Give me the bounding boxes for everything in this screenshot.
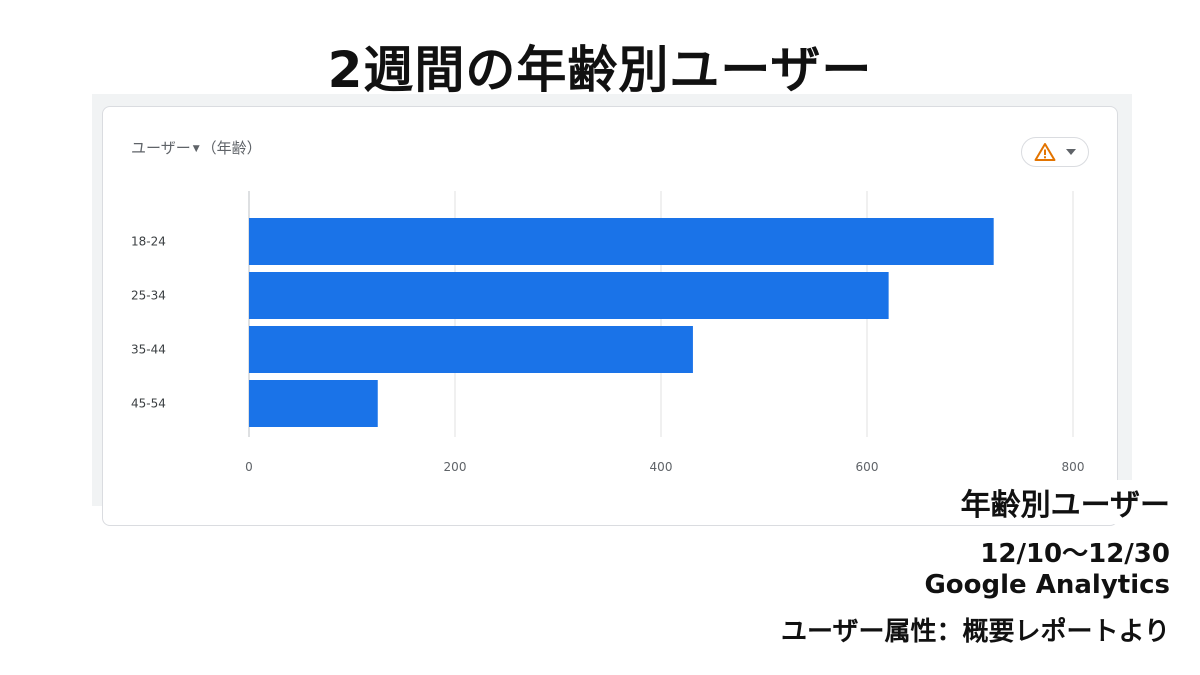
x-tick-label: 800 (1062, 460, 1085, 474)
caption-title: 年齢別ユーザー (954, 480, 1170, 524)
bar (249, 326, 693, 373)
chart-card: ユーザー ▼ （年齢） 0 200 400 600 800 18-24 25-34 35-44 45… (102, 106, 1118, 526)
caption-report: ユーザー属性：概要レポートより (775, 611, 1170, 648)
warning-triangle-icon (1034, 142, 1056, 162)
warning-dropdown-button[interactable] (1021, 137, 1089, 167)
x-tick-label: 200 (444, 460, 467, 474)
category-label: 45-54 (131, 397, 166, 411)
caption-source: Google Analytics (918, 570, 1170, 600)
x-tick-label: 600 (856, 460, 879, 474)
bar (249, 380, 378, 427)
x-tick-label: 0 (245, 460, 253, 474)
metric-selector[interactable]: ユーザー ▼ （年齢） (131, 137, 262, 158)
metric-dropdown-icon: ▼ (192, 143, 200, 154)
caret-down-icon (1066, 149, 1076, 155)
category-label: 18-24 (131, 235, 166, 249)
caption-date-range: 12/10〜12/30 (974, 533, 1170, 570)
dimension-label: （年齢） (201, 139, 262, 157)
bar (249, 272, 889, 319)
metric-label: ユーザー (131, 139, 191, 157)
x-tick-label: 400 (650, 460, 673, 474)
bar (249, 218, 994, 265)
category-label: 35-44 (131, 343, 166, 357)
page-title: 2週間の年齢別ユーザー (327, 41, 873, 99)
bar-chart: 0 200 400 600 800 18-24 25-34 35-44 45-54 (131, 191, 1085, 474)
category-label: 25-34 (131, 289, 166, 303)
